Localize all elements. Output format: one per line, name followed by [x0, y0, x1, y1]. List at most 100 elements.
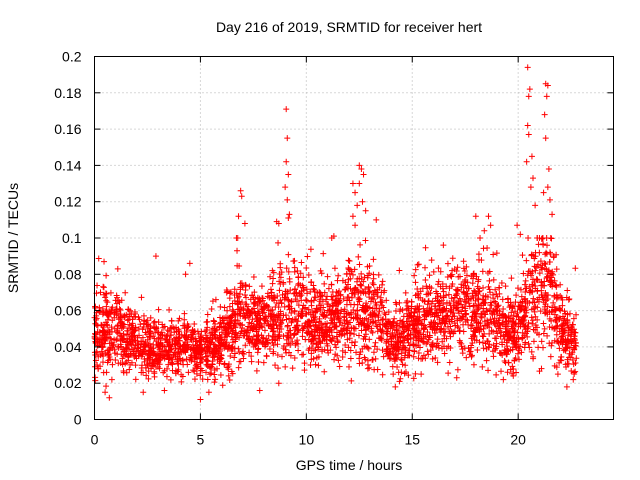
data-point [161, 343, 168, 350]
data-point [213, 349, 220, 356]
data-point [232, 311, 239, 318]
data-point [479, 268, 486, 275]
data-point [546, 196, 553, 203]
data-point [496, 328, 503, 335]
data-point [485, 343, 492, 350]
data-point [256, 338, 263, 345]
data-point [529, 299, 536, 306]
data-point [472, 213, 479, 220]
data-point [392, 343, 399, 350]
data-point [342, 349, 349, 356]
data-point [188, 352, 195, 359]
data-point [449, 313, 456, 320]
data-point [303, 286, 310, 293]
data-point [424, 339, 431, 346]
data-point [523, 257, 530, 264]
data-point [449, 255, 456, 262]
data-point [155, 341, 162, 348]
data-point [288, 309, 295, 316]
data-point [477, 313, 484, 320]
data-point [146, 360, 153, 367]
data-point [195, 351, 202, 358]
data-point [164, 332, 171, 339]
data-point [194, 328, 201, 335]
data-point [138, 294, 145, 301]
data-point [357, 281, 364, 288]
data-point [571, 326, 578, 333]
data-point [507, 366, 514, 373]
data-point [393, 301, 400, 308]
data-point [369, 295, 376, 302]
data-point [331, 356, 338, 363]
data-point [283, 316, 290, 323]
data-point [540, 241, 547, 248]
data-point [351, 287, 358, 294]
data-point [288, 297, 295, 304]
data-point [553, 318, 560, 325]
data-point [309, 307, 316, 314]
data-point [335, 317, 342, 324]
data-point [172, 345, 179, 352]
data-point [385, 308, 392, 315]
data-point [117, 306, 124, 313]
data-point [276, 278, 283, 285]
data-point [564, 356, 571, 363]
data-point [562, 347, 569, 354]
data-point [253, 315, 260, 322]
data-point [390, 371, 397, 378]
data-point [490, 328, 497, 335]
data-point [373, 289, 380, 296]
data-point [485, 269, 492, 276]
data-point [456, 273, 463, 280]
data-point [509, 346, 516, 353]
data-point [361, 354, 368, 361]
data-point [253, 324, 260, 331]
data-point [490, 295, 497, 302]
data-point [287, 342, 294, 349]
data-point [515, 345, 522, 352]
data-point [209, 298, 216, 305]
data-point [218, 329, 225, 336]
data-point [205, 389, 212, 396]
data-point [571, 346, 578, 353]
data-point [499, 321, 506, 328]
data-point [369, 329, 376, 336]
data-point [366, 270, 373, 277]
data-point [351, 331, 358, 338]
y-tick-label: 0.04 [54, 339, 81, 355]
data-point [544, 273, 551, 280]
data-point [563, 383, 570, 390]
data-point [122, 289, 129, 296]
data-point [167, 346, 174, 353]
data-point [282, 294, 289, 301]
data-point [432, 295, 439, 302]
data-point [120, 369, 127, 376]
data-point [104, 299, 111, 306]
data-point [417, 288, 424, 295]
data-point [428, 285, 435, 292]
data-point [130, 348, 137, 355]
data-point [268, 289, 275, 296]
data-point [274, 325, 281, 332]
data-point [435, 306, 442, 313]
data-point [198, 345, 205, 352]
data-point [225, 361, 232, 368]
data-point [458, 343, 465, 350]
x-tick-label: 5 [197, 432, 205, 448]
data-point [492, 286, 499, 293]
data-point [434, 290, 441, 297]
data-point [166, 328, 173, 335]
data-point [266, 346, 273, 353]
data-point [126, 366, 133, 373]
data-point [414, 261, 421, 268]
data-point [539, 266, 545, 273]
data-point [408, 298, 415, 305]
data-point [317, 304, 324, 311]
data-point [150, 348, 157, 355]
data-point [204, 334, 211, 341]
data-point [441, 319, 448, 326]
data-point [218, 355, 225, 362]
data-point [391, 315, 398, 322]
data-point [188, 336, 195, 343]
data-point [334, 277, 341, 284]
